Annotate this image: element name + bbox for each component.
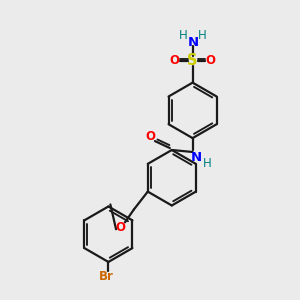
Text: N: N xyxy=(188,35,199,49)
Text: H: H xyxy=(179,28,188,42)
Text: O: O xyxy=(115,221,125,234)
Text: Br: Br xyxy=(99,270,114,283)
Text: H: H xyxy=(203,158,212,170)
Text: O: O xyxy=(170,54,180,67)
Text: O: O xyxy=(206,54,215,67)
Text: N: N xyxy=(191,152,202,164)
Text: S: S xyxy=(188,53,198,68)
Text: O: O xyxy=(145,130,155,142)
Text: H: H xyxy=(198,28,207,42)
